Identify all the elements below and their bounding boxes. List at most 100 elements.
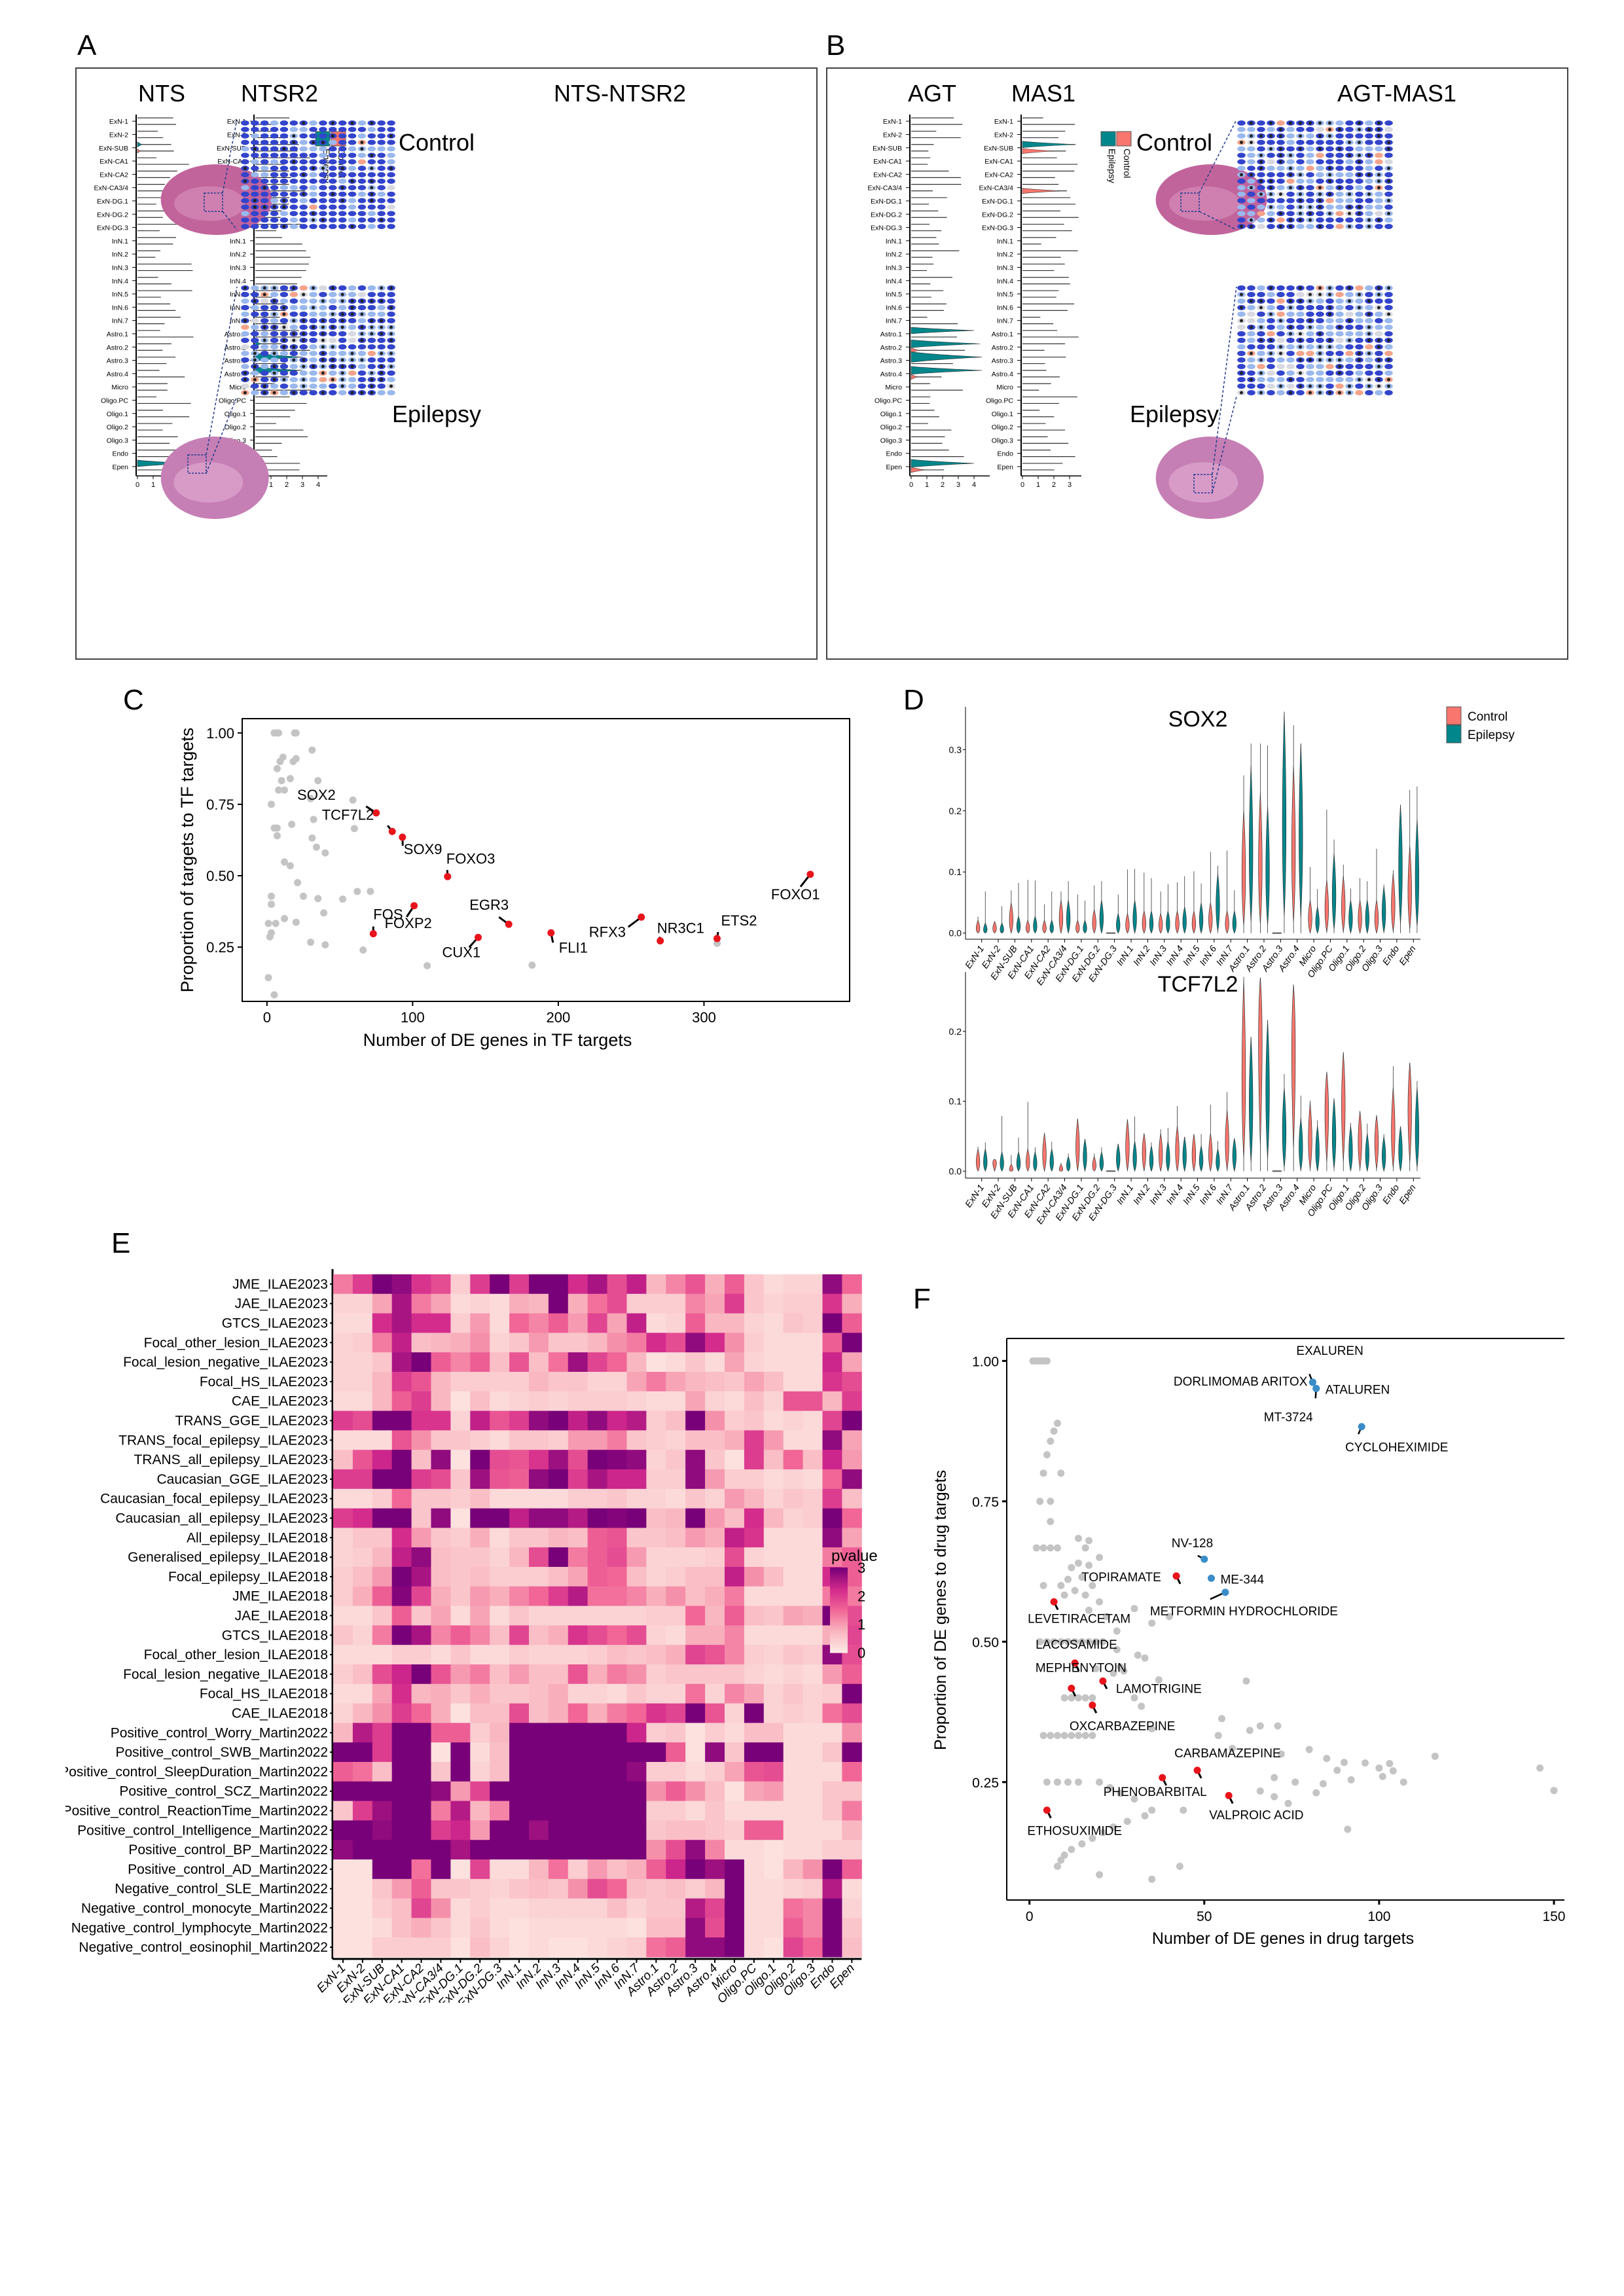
data-point (1312, 1789, 1320, 1797)
plot-frame (242, 718, 850, 1002)
cell-type-label: InN.5 (997, 291, 1013, 298)
signal-arrow (1250, 378, 1253, 382)
heatmap-cell (705, 1859, 725, 1880)
spot (1355, 364, 1363, 369)
violin-body (1324, 1071, 1329, 1162)
heatmap-cell (763, 1508, 784, 1528)
heatmap-cell (333, 1293, 353, 1314)
heatmap-cell (450, 1840, 471, 1860)
row-label: JAE_ILAE2018 (235, 1609, 328, 1624)
heatmap-cell (391, 1801, 412, 1821)
signal-arrow (1299, 371, 1302, 375)
signal-arrow (1279, 128, 1282, 132)
heatmap-cell (822, 1488, 842, 1509)
heatmap-cell (744, 1430, 765, 1450)
data-point (350, 825, 358, 833)
heatmap-cell (450, 1898, 471, 1918)
spot (1316, 298, 1324, 304)
spot (1345, 351, 1354, 356)
heatmap-cell (725, 1293, 745, 1314)
spot (1247, 211, 1255, 217)
data-point (1284, 1799, 1292, 1807)
heatmap-cell (626, 1488, 647, 1509)
heatmap-cell (568, 1840, 588, 1860)
panel-d-violins: SOX20.00.10.20.3ExN-1ExN-2ExN-SUBExN-CA1… (949, 706, 1515, 1226)
heatmap-cell (763, 1898, 784, 1918)
x-tick-label: 4 (972, 481, 976, 489)
heatmap-cell (705, 1664, 725, 1685)
spot (280, 159, 289, 165)
spot (1286, 370, 1295, 376)
heatmap-cell (548, 1293, 569, 1314)
point-label: NV-128 (1172, 1537, 1213, 1551)
heatmap-cell (450, 1683, 471, 1704)
heatmap-cell (470, 1333, 490, 1353)
cell-type-label: Endo (886, 450, 902, 458)
cell-type-label: Oligo.PC (986, 397, 1013, 404)
cell-type-label: ExN-DG.1 (871, 198, 902, 206)
violin-stack-gene1: ExN-1ExN-2ExN-SUBExN-CA1ExN-CA2ExN-CA3/4… (94, 115, 209, 489)
heatmap-cell (568, 1469, 588, 1490)
heatmap-cell (490, 1742, 510, 1763)
heatmap-cell (372, 1605, 393, 1626)
heatmap-cell (803, 1508, 823, 1528)
spot (1286, 133, 1295, 139)
cell-type-label: Micro (885, 384, 902, 391)
heatmap-cell (470, 1586, 490, 1607)
signal-arrow (1328, 134, 1331, 138)
heatmap-cell (529, 1274, 549, 1295)
heatmap-cell (509, 1313, 530, 1333)
spot (241, 338, 249, 343)
spot (1335, 211, 1344, 217)
heatmap-cell (509, 1625, 530, 1645)
heatmap-cell (803, 1410, 823, 1431)
spot (1247, 318, 1255, 323)
heatmap-cell (626, 1645, 647, 1665)
violin-body (1042, 1133, 1047, 1172)
colorbar-segment (830, 1593, 848, 1596)
signal-arrow (1250, 299, 1253, 303)
violin-body (1022, 148, 1055, 154)
data-point (1550, 1787, 1558, 1795)
heatmap-cell (822, 1333, 842, 1353)
heatmap-cell (391, 1937, 412, 1958)
spot (1335, 298, 1344, 304)
data-point (1032, 1544, 1040, 1552)
signal-arrow (1279, 160, 1282, 164)
heatmap-cell (470, 1937, 490, 1958)
spot (241, 185, 249, 190)
heatmap-cell (607, 1762, 627, 1782)
spot (260, 139, 269, 145)
spot (329, 351, 337, 356)
spot (289, 298, 298, 304)
data-point (1319, 1780, 1327, 1787)
heatmap-cell (705, 1488, 725, 1509)
spot (367, 126, 376, 132)
spot (1335, 318, 1344, 323)
heatmap-cell (352, 1469, 373, 1490)
spot (1306, 370, 1314, 376)
violin-body (1116, 1143, 1121, 1172)
x-tick-label: 100 (401, 1009, 425, 1026)
spot (387, 318, 395, 323)
signal-arrow (1387, 179, 1390, 183)
spot (1247, 364, 1255, 369)
data-point (1068, 1694, 1075, 1702)
heatmap-cell (568, 1528, 588, 1548)
heatmap-cell (763, 1274, 784, 1295)
heatmap-cell (725, 1683, 745, 1704)
heatmap-cell (587, 1528, 608, 1548)
point-label: ETHOSUXIMIDE (1027, 1825, 1122, 1839)
spot (377, 384, 386, 389)
spot (377, 211, 386, 217)
spot (1326, 298, 1334, 304)
heatmap-cell (626, 1391, 647, 1412)
spot (1365, 318, 1373, 323)
x-tick-label: 100 (1367, 1909, 1390, 1924)
heatmap-cell (431, 1352, 451, 1372)
signal-arrow (340, 293, 344, 296)
row-label: Positive_control_SleepDuration_Martin202… (65, 1765, 328, 1780)
signal-arrow (370, 332, 374, 336)
data-point (349, 796, 357, 804)
violin-body (1166, 910, 1170, 934)
